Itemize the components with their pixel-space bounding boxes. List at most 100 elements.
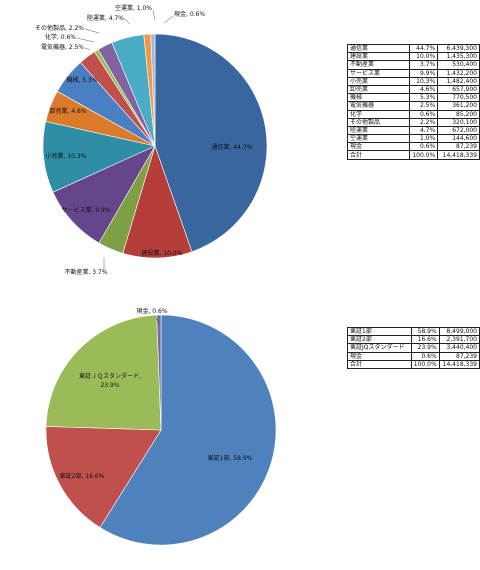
table-cell: 58.9% xyxy=(410,326,440,337)
leader-line xyxy=(84,28,100,34)
slice-label: 卸売業, 4.6% xyxy=(49,107,86,115)
table-cell: 6,439,300 xyxy=(437,43,480,54)
table-cell: 0.6% xyxy=(408,142,439,152)
pie-slice xyxy=(45,314,162,431)
leader-line xyxy=(124,18,131,25)
table-cell: 1,432,200 xyxy=(437,68,480,78)
table-row: 現金 0.6% 87,239 xyxy=(347,351,480,361)
table-cell: 電気機器 xyxy=(347,101,410,111)
table-row: 機械 5.3% 770,500 xyxy=(347,93,480,103)
table-cell: 44.7% xyxy=(408,43,439,54)
slice-label: 建設業, 10.0% xyxy=(142,249,183,257)
table-cell: 361,200 xyxy=(437,101,480,111)
slice-label: サービス業, 9.9% xyxy=(61,206,110,214)
pie-slice xyxy=(150,33,156,147)
table-row: 卸売業 4.6% 657,900 xyxy=(347,84,480,95)
table-row: 電気機器 2.5% 361,200 xyxy=(347,101,480,111)
table-row: 合計 100.0% 14,418,339 xyxy=(347,359,480,369)
table-cell: 8,499,000 xyxy=(438,326,480,337)
slice-label: 電気機器, 2.5% xyxy=(41,43,84,51)
table-cell: 2.5% xyxy=(408,101,439,111)
table-cell: 通信業 xyxy=(347,43,410,54)
table-cell: 1,482,400 xyxy=(437,76,480,86)
table-cell: 1,435,300 xyxy=(437,52,480,62)
table-cell: 0.6% xyxy=(410,351,440,361)
pie-slice xyxy=(42,121,156,193)
slice-label: 機械, 5.3% xyxy=(66,76,97,84)
table-row: 通信業 44.7% 6,439,300 xyxy=(347,43,480,54)
market-data-table: 東証1部 58.9% 8,499,000 東証2部 16.6% 2,391,700 東証JQ… xyxy=(347,326,480,369)
table-cell: 0.6% xyxy=(408,109,439,119)
table-row: 東証2部 16.6% 2,391,700 xyxy=(347,335,480,345)
table-cell: 2.2% xyxy=(408,117,439,127)
table-cell: 2,391,700 xyxy=(438,335,480,345)
table-cell: 657,900 xyxy=(437,84,480,95)
table-cell: サービス業 xyxy=(347,68,410,78)
table-row: 建設業 10.0% 1,435,300 xyxy=(347,52,480,62)
table-cell: 建設業 xyxy=(347,52,410,62)
market-pie-chart: 東証1部, 58.9% 東証2部, 16.6% 東証ＪＱスタンダード, 23.9% 現金… xyxy=(45,307,277,546)
table-cell: 小売業 xyxy=(347,76,410,86)
table-cell: 85,200 xyxy=(437,109,480,119)
slice-label: 通信業, 44.7% xyxy=(212,143,253,151)
table-cell: 合計 xyxy=(347,150,410,160)
table-cell: 東証2部 xyxy=(347,335,412,345)
table-cell: 87,239 xyxy=(438,351,480,361)
table-cell: 陸運業 xyxy=(347,125,410,136)
table-row: 空運業 1.0% 144,600 xyxy=(347,134,480,144)
table-cell: 1.0% xyxy=(408,134,439,144)
table-cell: 14,418,339 xyxy=(438,359,480,369)
table-cell: 不動産業 xyxy=(347,60,410,70)
table-row: 不動産業 3.7% 530,400 xyxy=(347,60,480,70)
table-cell: 4.6% xyxy=(408,84,439,95)
table-cell: 100.0% xyxy=(410,359,440,369)
table-row: 陸運業 4.7% 672,000 xyxy=(347,125,480,136)
leader-line xyxy=(152,9,156,21)
table-row: その他製品 2.2% 320,100 xyxy=(347,117,480,127)
table-row: 化学 0.6% 85,200 xyxy=(347,109,480,119)
slice-label: 陸運業, 4.7% xyxy=(87,14,124,22)
table-cell: 23.9% xyxy=(410,343,440,353)
sector-pie-chart: 通信業, 44.7% 建設業, 10.0% 不動産業, 3.7% サービス業, 9.9… xyxy=(35,4,268,276)
pie-slice xyxy=(45,426,162,528)
table-cell: 87,239 xyxy=(437,142,480,152)
table-cell: 770,500 xyxy=(437,93,480,103)
table-row: 東証1部 58.9% 8,499,000 xyxy=(347,326,480,337)
table-cell: 3.7% xyxy=(408,60,439,70)
pie-slice xyxy=(156,314,162,431)
slice-label: 東証ＪＱスタンダード, 23.9% xyxy=(79,372,141,389)
leader-line xyxy=(84,47,91,51)
table-cell: 16.6% xyxy=(410,335,440,345)
table-cell: 320,100 xyxy=(437,117,480,127)
table-cell: 672,000 xyxy=(437,125,480,136)
slice-label: 現金, 0.6% xyxy=(136,307,167,315)
pie-slice xyxy=(154,33,268,253)
sector-data-table: 通信業 44.7% 6,439,300 建設業 10.0% 1,435,300 不動産業 3.… xyxy=(347,43,480,160)
table-cell: 空運業 xyxy=(347,134,410,144)
leader-line xyxy=(76,37,95,43)
table-cell: 9.9% xyxy=(408,68,439,78)
slice-label: 不動産業, 3.7% xyxy=(64,268,107,276)
table-cell: 10.0% xyxy=(408,52,439,62)
table-row: 合計 100.0% 14,418,339 xyxy=(347,150,480,160)
slice-label: 小売業, 10.3% xyxy=(46,152,87,160)
pie-slice xyxy=(99,314,277,546)
leader-line xyxy=(163,15,174,24)
slice-label: その他製品, 2.2% xyxy=(35,24,84,32)
table-cell: 144,600 xyxy=(437,134,480,144)
table-cell: 東証1部 xyxy=(347,326,412,337)
table-cell: 化学 xyxy=(347,109,410,119)
slice-label: 東証2部, 16.6% xyxy=(60,472,105,480)
table-cell: 4.7% xyxy=(408,125,439,136)
table-row: 東証JQスタンダード 23.9% 3,440,400 xyxy=(347,343,480,353)
table-cell: 530,400 xyxy=(437,60,480,70)
table-cell: 合計 xyxy=(347,359,412,369)
table-row: 現金 0.6% 87,239 xyxy=(347,142,480,152)
table-cell: 卸売業 xyxy=(347,84,410,95)
slice-label: 化学, 0.6% xyxy=(45,33,76,41)
table-cell: 100.0% xyxy=(408,150,439,160)
table-row: サービス業 9.9% 1,432,200 xyxy=(347,68,480,78)
table-cell: 3,440,400 xyxy=(438,343,480,353)
table-cell: 14,418,339 xyxy=(437,150,480,160)
leader-line xyxy=(154,315,160,325)
